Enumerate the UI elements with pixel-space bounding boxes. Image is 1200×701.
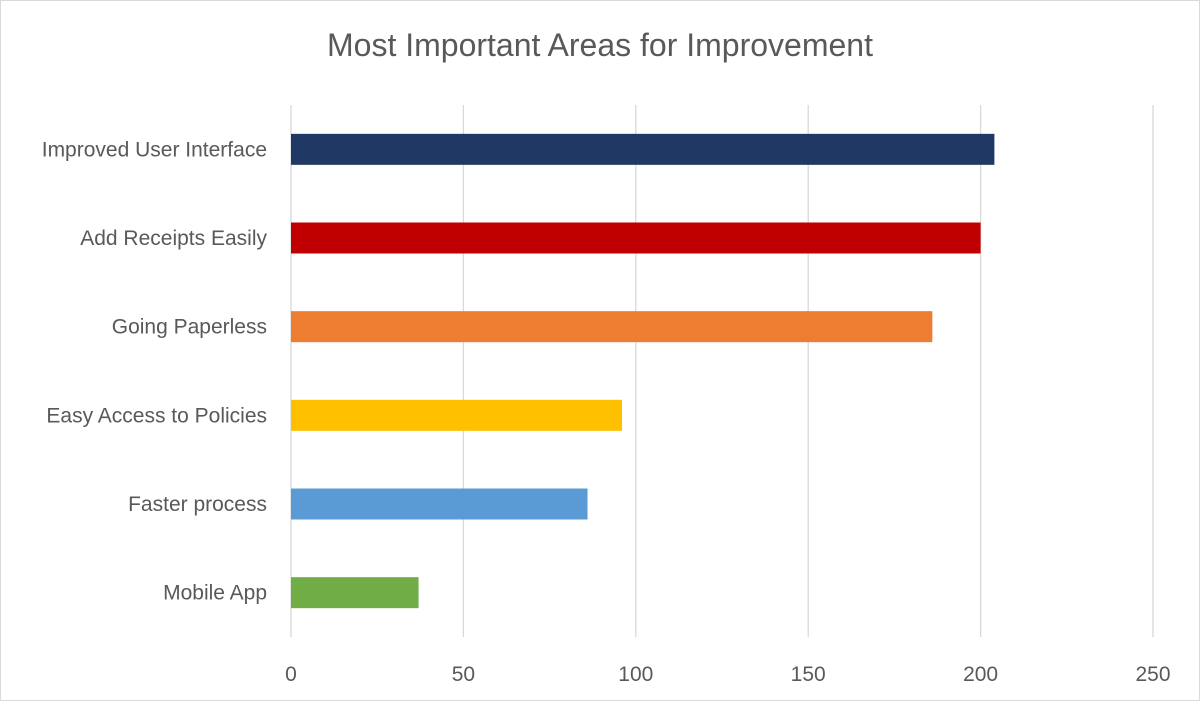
x-tick-label: 200 <box>963 663 998 686</box>
bar <box>291 133 995 165</box>
x-tick-label: 50 <box>452 663 475 686</box>
y-category-label: Faster process <box>128 493 267 516</box>
y-category-label: Add Receipts Easily <box>80 227 267 250</box>
y-category-label: Improved User Interface <box>42 138 267 161</box>
x-tick-label: 100 <box>618 663 653 686</box>
chart-title: Most Important Areas for Improvement <box>327 27 873 63</box>
x-tick-label: 250 <box>1135 663 1170 686</box>
bar <box>291 222 981 254</box>
x-tick-label: 150 <box>791 663 826 686</box>
bar <box>291 488 588 520</box>
bar <box>291 577 419 609</box>
bar <box>291 399 623 431</box>
x-tick-label: 0 <box>285 663 297 686</box>
y-category-label: Easy Access to Policies <box>46 404 267 427</box>
bar <box>291 311 933 343</box>
y-category-label: Mobile App <box>163 582 267 605</box>
y-category-label: Going Paperless <box>112 316 267 339</box>
